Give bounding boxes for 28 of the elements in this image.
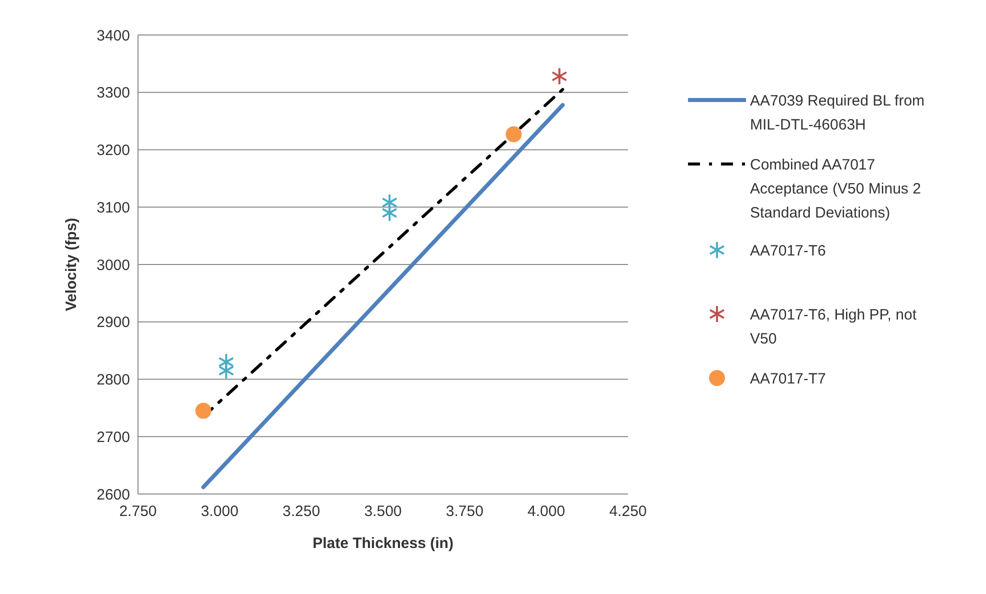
y-tick-label: 3300 (96, 84, 130, 102)
y-tick-label: 3200 (96, 142, 130, 159)
legend-label: AA7017-T6 (750, 242, 826, 260)
y-tick-label: 3000 (96, 256, 130, 274)
y-tick-label: 2900 (96, 314, 130, 332)
x-axis-title: Plate Thickness (in) (312, 535, 454, 552)
y-tick-label: 2700 (96, 428, 130, 446)
x-tick-label: 4.000 (528, 503, 566, 520)
legend-label: AA7017-T6, High PP, not V50 (750, 306, 918, 348)
x-tick-label: 3.000 (200, 503, 238, 520)
x-tick-label: 4.250 (609, 503, 647, 520)
y-tick-label: 2600 (96, 486, 130, 504)
x-tick-label: 3.500 (364, 503, 402, 520)
x-tick-label: 3.250 (282, 503, 320, 520)
point (218, 362, 234, 380)
y-tick-label: 3400 (96, 27, 130, 44)
legend-label: AA7039 Required BL from MIL-DTL-46063H (750, 92, 925, 134)
x-tick-label: 2.750 (119, 503, 157, 520)
x-tick-label: 3.750 (446, 503, 484, 520)
legend-label: Combined AA7017 Acceptance (V50 Minus 2 Standard Deviations) (750, 156, 921, 222)
y-axis-title: Velocity (fps) (63, 218, 80, 312)
point (382, 204, 398, 222)
legend-label: AA7017-T7 (750, 370, 826, 388)
y-tick-label: 3100 (96, 199, 130, 216)
point (195, 402, 212, 419)
point (506, 126, 522, 142)
y-tick-label: 2800 (96, 372, 130, 388)
point (551, 67, 568, 86)
